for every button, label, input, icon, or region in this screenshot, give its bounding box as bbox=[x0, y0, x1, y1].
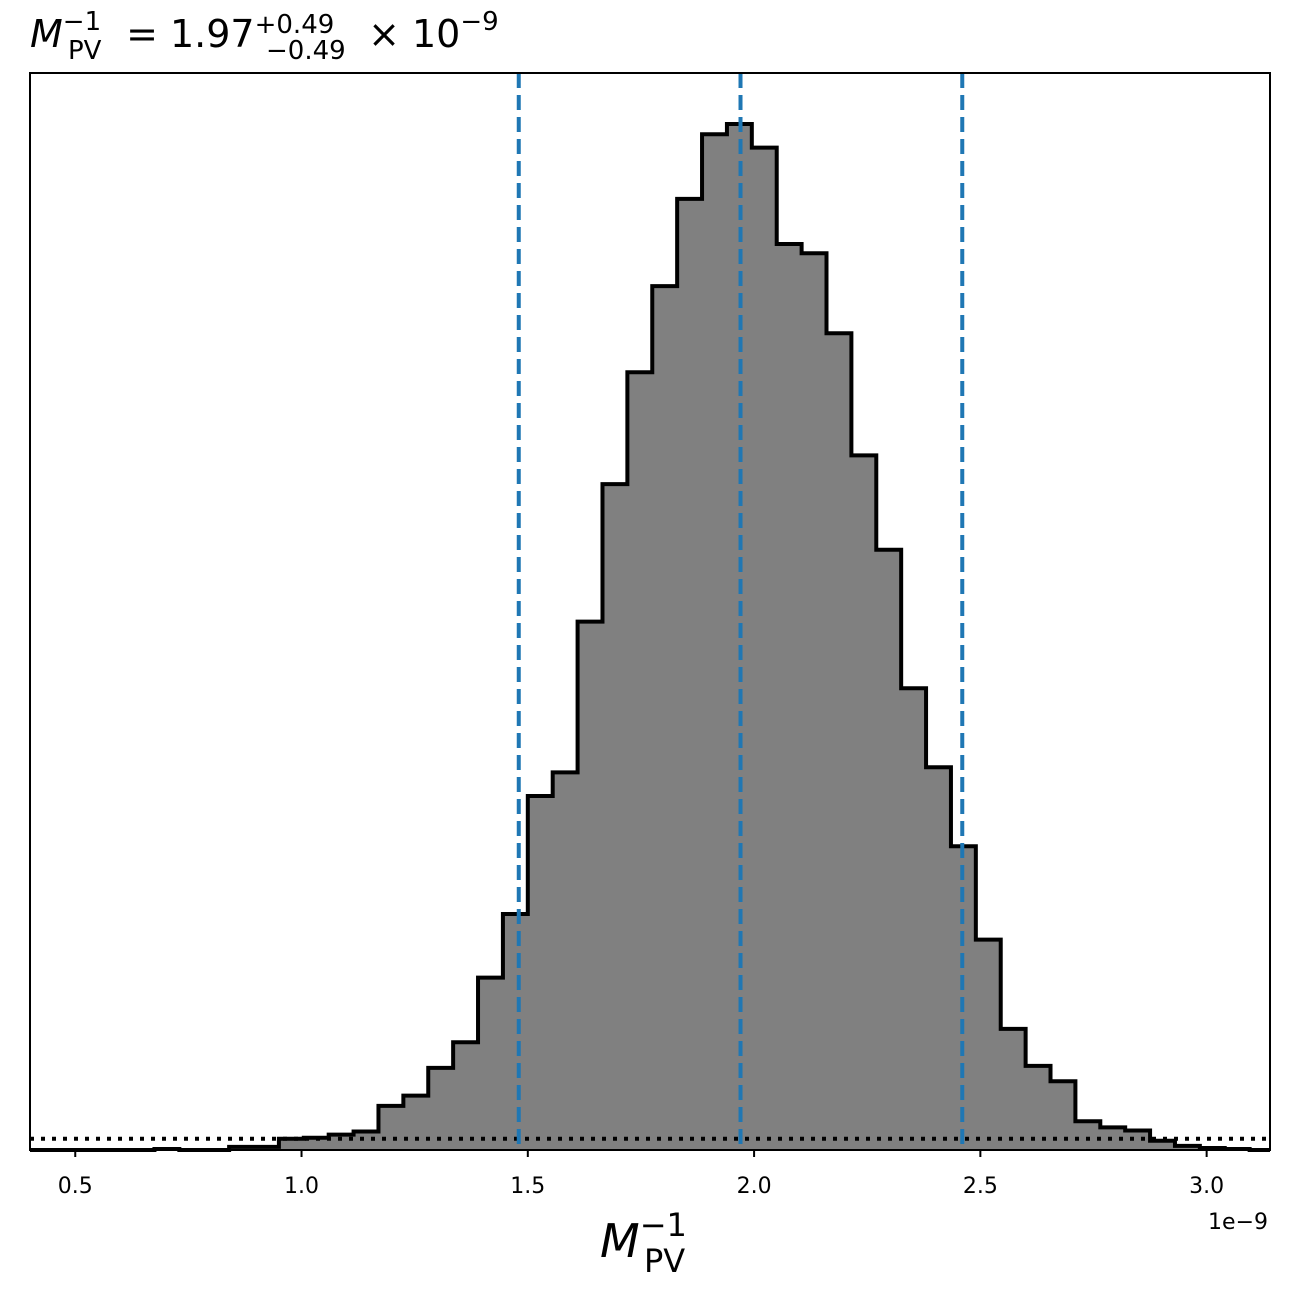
title-error-minus: −0.49 bbox=[266, 36, 346, 66]
histogram-bar bbox=[1075, 1121, 1101, 1150]
xlabel-superscript: −1 bbox=[640, 1206, 687, 1244]
histogram-bar bbox=[278, 1138, 305, 1150]
histogram-bar bbox=[801, 253, 827, 1150]
x-tick-label: 1.5 bbox=[510, 1174, 545, 1199]
title-times-ten: × 10 bbox=[356, 12, 460, 56]
xlabel-symbol: M bbox=[600, 1214, 640, 1268]
histogram-bar bbox=[527, 796, 554, 1150]
histogram-bar bbox=[1150, 1140, 1176, 1150]
histogram-bar bbox=[627, 372, 653, 1150]
histogram-bar bbox=[1000, 1028, 1027, 1150]
xlabel-subscript: PV bbox=[644, 1242, 685, 1280]
x-tick-label: 3.0 bbox=[1189, 1174, 1224, 1199]
x-offset-text: 1e−9 bbox=[1208, 1210, 1268, 1235]
axes-frame bbox=[29, 72, 1271, 1151]
histogram-bar bbox=[901, 688, 927, 1150]
histogram-bar bbox=[378, 1105, 404, 1150]
histogram-bar bbox=[876, 549, 902, 1150]
histogram-bar bbox=[975, 939, 1002, 1150]
histogram-bar bbox=[826, 333, 852, 1151]
histogram-bar bbox=[453, 1042, 479, 1150]
histogram-bar bbox=[403, 1095, 429, 1150]
x-tick-label: 2.5 bbox=[963, 1174, 998, 1199]
histogram-bar bbox=[652, 286, 678, 1150]
title-subscript: PV bbox=[68, 36, 102, 66]
title-error-plus: +0.49 bbox=[255, 10, 335, 40]
reference-lines-layer bbox=[30, 73, 1270, 1150]
histogram-bar bbox=[926, 767, 952, 1150]
histogram-bar bbox=[602, 484, 628, 1151]
x-tick-label: 1.0 bbox=[284, 1174, 319, 1199]
histogram-bar bbox=[702, 134, 728, 1150]
histogram-bar bbox=[353, 1131, 379, 1150]
histogram-bar bbox=[851, 455, 877, 1150]
histogram-bar bbox=[677, 198, 703, 1150]
x-tick-label: 2.0 bbox=[737, 1174, 772, 1199]
title-value: = 1.97 bbox=[114, 12, 255, 56]
histogram-bar bbox=[577, 621, 603, 1150]
histogram-bar bbox=[1025, 1065, 1052, 1150]
histogram-bar bbox=[428, 1067, 454, 1150]
histogram-bar bbox=[552, 772, 579, 1150]
histogram-outline bbox=[30, 122, 1270, 1152]
histogram-bar bbox=[776, 244, 803, 1151]
histogram-bar bbox=[478, 977, 504, 1150]
histogram-bar bbox=[502, 914, 529, 1150]
title-superscript: −1 bbox=[63, 7, 101, 37]
histogram-bar bbox=[751, 147, 778, 1150]
histogram-layer bbox=[30, 122, 1270, 1152]
histogram-bar bbox=[1174, 1145, 1201, 1150]
histogram-bar bbox=[1125, 1130, 1151, 1150]
title-symbol: M bbox=[30, 12, 63, 56]
x-axis-label: M−1 PV bbox=[600, 1206, 687, 1280]
x-ticks-layer: 0.5 1.0 1.5 2.0 2.5 3.0 bbox=[58, 1150, 1224, 1199]
histogram-bar bbox=[303, 1137, 330, 1150]
title-exponent: −9 bbox=[460, 7, 498, 37]
chart-title: M−1 PV = 1.97+0.49 −0.49 × 10−9 bbox=[30, 7, 499, 66]
histogram-bar bbox=[1100, 1127, 1126, 1150]
histogram-bar bbox=[328, 1134, 355, 1150]
x-tick-label: 0.5 bbox=[58, 1174, 93, 1199]
